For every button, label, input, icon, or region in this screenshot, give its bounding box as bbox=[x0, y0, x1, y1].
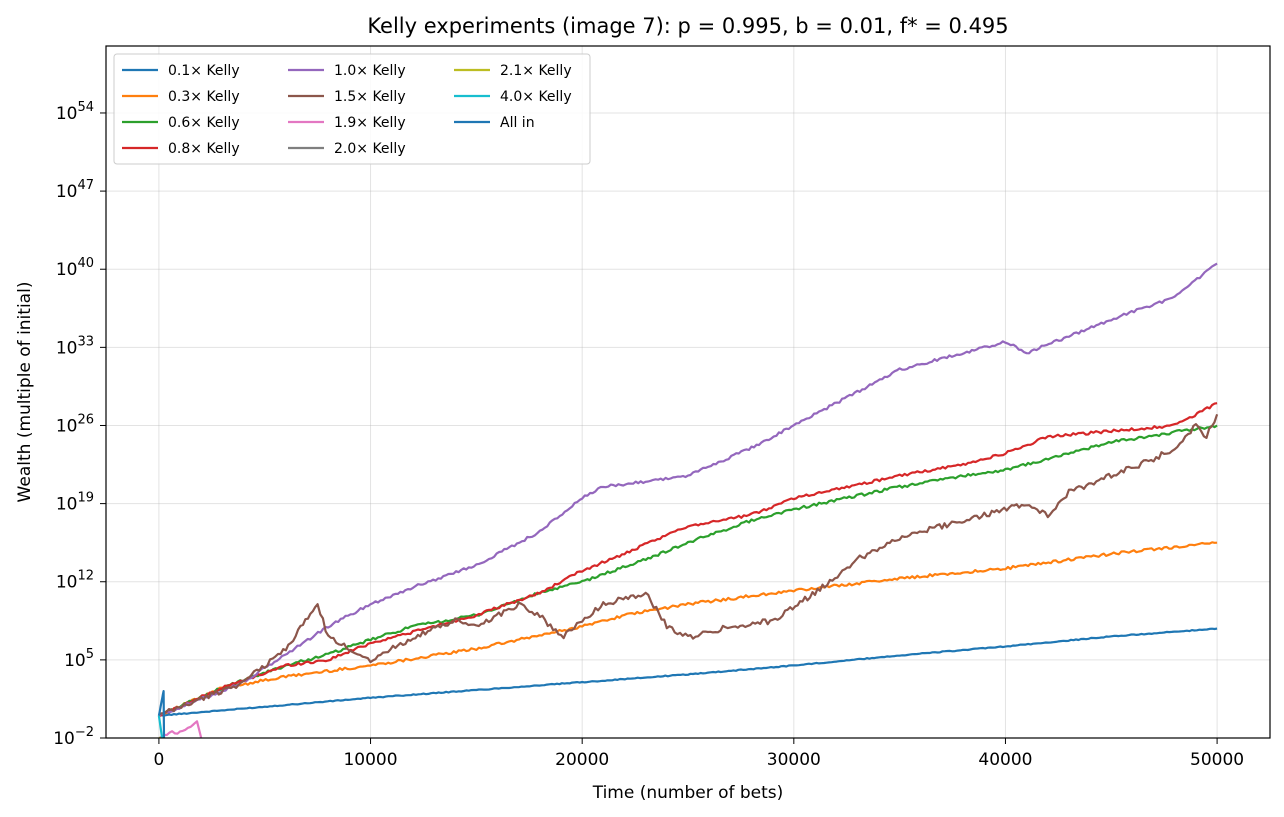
x-tick-label: 50000 bbox=[1190, 750, 1244, 770]
y-tick-label: 1026 bbox=[56, 412, 94, 436]
y-tick-label: 10−2 bbox=[53, 725, 94, 749]
y-tick-label: 1012 bbox=[56, 569, 94, 593]
series-line-9 bbox=[157, 715, 164, 738]
x-axis-label: Time (number of bets) bbox=[592, 783, 784, 803]
legend-label: All in bbox=[500, 115, 535, 131]
x-tick-label: 40000 bbox=[978, 750, 1032, 770]
legend-label: 0.8× Kelly bbox=[168, 141, 240, 157]
legend-label: 2.1× Kelly bbox=[500, 63, 572, 79]
series-line-1 bbox=[158, 541, 1218, 718]
legend-label: 2.0× Kelly bbox=[334, 141, 406, 157]
x-tick-label: 10000 bbox=[343, 750, 397, 770]
chart-title: Kelly experiments (image 7): p = 0.995, … bbox=[367, 14, 1008, 38]
y-axis: 10−2 105 1012 1019 1026 1033 1040 1047 1054 bbox=[53, 100, 106, 749]
series-line-10 bbox=[157, 690, 166, 738]
legend-label: 0.3× Kelly bbox=[168, 89, 240, 105]
x-tick-label: 0 bbox=[153, 750, 164, 770]
series-line-4 bbox=[158, 262, 1218, 717]
series-line-0 bbox=[158, 627, 1218, 717]
series-line-3 bbox=[158, 402, 1218, 718]
y-tick-label: 1019 bbox=[56, 491, 94, 515]
legend-label: 1.9× Kelly bbox=[334, 115, 406, 131]
y-tick-label: 1040 bbox=[56, 256, 94, 280]
legend-label: 4.0× Kelly bbox=[500, 89, 572, 105]
y-tick-label: 1054 bbox=[56, 100, 94, 124]
y-tick-label: 1047 bbox=[56, 178, 94, 202]
y-tick-label: 1033 bbox=[56, 334, 94, 358]
legend-label: 0.1× Kelly bbox=[168, 63, 240, 79]
legend: 0.1× Kelly 0.3× Kelly 0.6× Kelly 0.8× Kelly… bbox=[113, 53, 591, 165]
series-line-2 bbox=[158, 424, 1218, 717]
y-tick-label: 105 bbox=[64, 647, 94, 671]
series-layer bbox=[157, 262, 1219, 738]
series-line-5 bbox=[158, 413, 1219, 716]
x-axis: 0 10000 20000 30000 40000 50000 bbox=[153, 738, 1244, 770]
legend-label: 1.0× Kelly bbox=[334, 63, 406, 79]
x-tick-label: 30000 bbox=[767, 750, 821, 770]
y-axis-label: Wealth (multiple of initial) bbox=[15, 282, 35, 503]
x-tick-label: 20000 bbox=[555, 750, 609, 770]
legend-box bbox=[113, 53, 591, 165]
legend-label: 0.6× Kelly bbox=[168, 115, 240, 131]
series-line-6 bbox=[158, 720, 203, 738]
legend-label: 1.5× Kelly bbox=[334, 89, 406, 105]
plot-frame bbox=[105, 45, 1271, 739]
